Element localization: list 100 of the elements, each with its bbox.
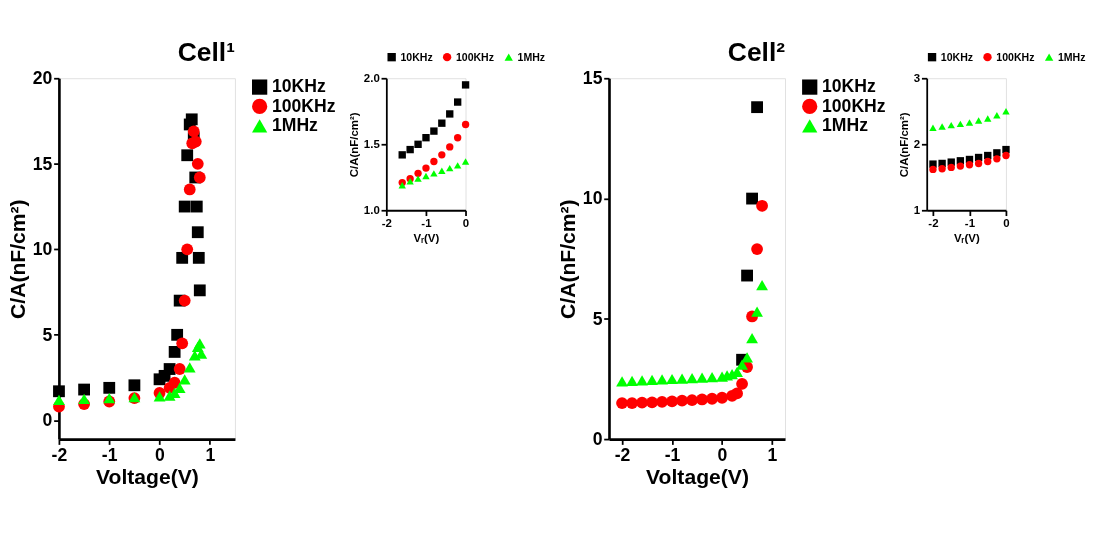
point: [453, 162, 462, 169]
point: [741, 352, 753, 363]
point: [191, 226, 204, 239]
point: [686, 372, 698, 384]
point: [736, 359, 748, 370]
point: [438, 119, 446, 127]
point: [626, 397, 638, 409]
legend-label: 10KHz: [271, 76, 326, 97]
point: [938, 165, 946, 173]
x-tick-label: -1: [964, 216, 976, 229]
point: [414, 175, 422, 182]
point: [676, 394, 688, 407]
y-axis-title: C/A(nF/cm²): [897, 112, 910, 178]
point: [965, 119, 974, 126]
x-tick-label: 1: [767, 444, 778, 465]
point: [696, 372, 708, 383]
legend-label: 100KHz: [822, 95, 886, 116]
point: [183, 183, 196, 196]
point: [947, 121, 955, 129]
point: [438, 167, 446, 174]
point: [616, 397, 628, 409]
point: [53, 394, 65, 405]
point: [751, 243, 763, 255]
point: [183, 362, 196, 373]
legend-label: 10KHz: [400, 50, 433, 63]
point: [646, 396, 658, 409]
x-tick-label: -1: [421, 216, 433, 229]
point: [616, 376, 628, 387]
x-tick-label: -2: [614, 444, 631, 465]
point: [153, 391, 166, 402]
point: [176, 337, 189, 350]
point: [716, 391, 728, 404]
point: [756, 199, 768, 212]
x-axis-title: Voltage(V): [646, 465, 749, 489]
point: [168, 346, 181, 358]
point: [453, 134, 462, 142]
point: [984, 157, 992, 166]
point: [430, 157, 438, 166]
legend-label: 10KHz: [940, 50, 974, 63]
y-tick-label: 0: [592, 428, 603, 449]
point: [414, 140, 422, 148]
point: [756, 280, 768, 291]
x-tick-label: -1: [664, 444, 681, 465]
point: [103, 392, 116, 404]
point: [53, 385, 65, 398]
legend-label: 100KHz: [996, 50, 1035, 63]
point: [414, 169, 422, 178]
point: [438, 151, 446, 159]
y-tick-label: 20: [32, 68, 53, 89]
point: [430, 170, 438, 177]
point: [190, 200, 203, 213]
point: [422, 172, 430, 180]
point: [191, 157, 204, 170]
y-tick-label: 15: [582, 68, 603, 89]
point: [984, 115, 992, 122]
point: [751, 306, 763, 317]
point: [736, 377, 748, 390]
point: [422, 134, 430, 142]
x-tick-label: -2: [928, 216, 939, 229]
point: [178, 294, 191, 307]
point: [676, 373, 688, 384]
point: [453, 98, 462, 106]
point: [461, 81, 470, 89]
point: [947, 163, 955, 172]
point: [422, 164, 430, 172]
x-axis-title: Voltage(V): [96, 465, 199, 489]
x-tick-label: 0: [717, 444, 728, 465]
x-axis-title: Vᵣ(V): [413, 231, 440, 244]
x-tick-label: 1: [205, 444, 216, 465]
point: [178, 374, 191, 385]
point: [746, 332, 758, 344]
point: [974, 159, 983, 168]
point: [706, 371, 718, 383]
point: [78, 383, 91, 396]
x-axis-title: Vᵣ(V): [953, 231, 980, 244]
chart-title: Cell²: [727, 36, 786, 67]
point: [1002, 151, 1010, 160]
point: [163, 363, 176, 375]
point: [398, 151, 406, 159]
legend-label: 1MHz: [517, 50, 546, 63]
point: [178, 200, 191, 213]
point: [938, 123, 946, 130]
point: [430, 127, 438, 135]
y-axis-title: C/A(nF/cm²): [5, 199, 29, 319]
point: [929, 165, 937, 174]
point: [706, 392, 718, 405]
point: [746, 192, 758, 205]
point: [461, 120, 470, 129]
point: [636, 375, 648, 386]
point: [731, 387, 743, 400]
y-tick-label: 10: [582, 188, 603, 209]
point: [646, 374, 658, 386]
point: [666, 373, 678, 385]
point: [741, 269, 753, 282]
point: [965, 161, 974, 169]
x-tick-label: -1: [101, 444, 118, 465]
legend-label: 1MHz: [271, 115, 319, 136]
point: [656, 374, 668, 385]
point: [974, 117, 983, 124]
point: [751, 101, 763, 114]
